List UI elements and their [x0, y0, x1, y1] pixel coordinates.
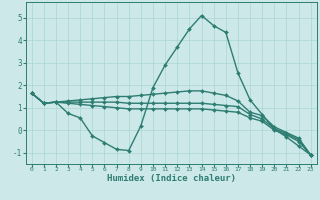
X-axis label: Humidex (Indice chaleur): Humidex (Indice chaleur) [107, 174, 236, 183]
